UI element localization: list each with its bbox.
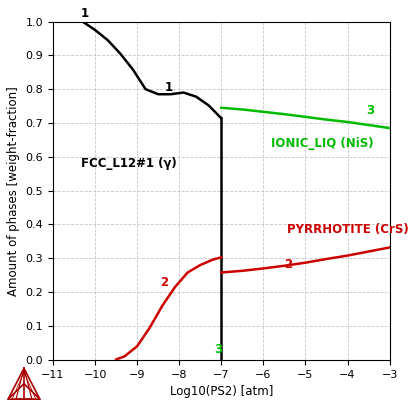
- Text: 3: 3: [214, 343, 222, 356]
- Text: 3: 3: [367, 104, 375, 117]
- Text: PYRRHOTITE (CrS): PYRRHOTITE (CrS): [286, 223, 408, 236]
- X-axis label: Log10(PS2) [atm]: Log10(PS2) [atm]: [170, 385, 273, 398]
- Text: 1: 1: [80, 7, 88, 20]
- Text: 2: 2: [161, 276, 168, 289]
- Text: FCC_L12#1 (γ): FCC_L12#1 (γ): [81, 157, 176, 170]
- Text: 1: 1: [164, 81, 173, 94]
- Text: 2: 2: [284, 258, 293, 271]
- Y-axis label: Amount of phases [weight-fraction]: Amount of phases [weight-fraction]: [7, 86, 20, 296]
- Text: IONIC_LIQ (NiS): IONIC_LIQ (NiS): [271, 137, 374, 150]
